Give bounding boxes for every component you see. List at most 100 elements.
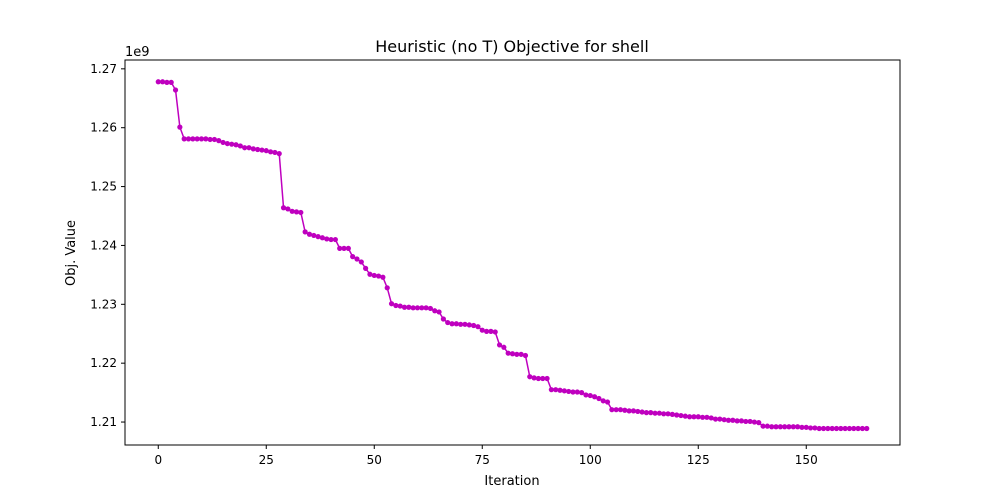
data-point — [388, 301, 395, 307]
data-point — [760, 423, 766, 429]
data-point — [449, 321, 455, 327]
data-point — [846, 425, 853, 432]
data-point — [505, 350, 511, 356]
data-point — [367, 271, 373, 277]
data-point — [548, 387, 554, 393]
y-tick-label: 1.21 — [90, 415, 117, 429]
data-point — [557, 387, 563, 393]
data-point — [522, 352, 529, 359]
data-point — [198, 136, 205, 142]
data-point — [185, 136, 192, 142]
data-point — [712, 416, 719, 422]
data-point — [553, 387, 559, 393]
plot-area-frame — [124, 59, 901, 446]
data-point — [535, 375, 542, 382]
data-point — [414, 305, 421, 311]
data-point — [803, 424, 809, 430]
data-point — [371, 272, 377, 279]
data-point — [574, 389, 580, 395]
data-point — [816, 425, 822, 432]
data-point — [747, 418, 753, 425]
data-point — [250, 146, 256, 152]
data-point — [518, 351, 524, 357]
data-point — [859, 425, 866, 432]
data-point — [790, 424, 796, 430]
data-point — [769, 424, 775, 430]
data-point — [341, 245, 347, 251]
data-point — [332, 236, 338, 243]
axis-ticks: 0 25 50 75 100 125 150 1.21 1.22 1.23 1.24 1.25 1.26… — [90, 62, 817, 467]
data-point — [315, 234, 321, 240]
x-tick-label: 0 — [154, 453, 162, 467]
data-point — [216, 138, 222, 144]
data-point — [492, 329, 498, 335]
data-point — [427, 305, 434, 312]
data-point — [630, 408, 637, 414]
data-point — [432, 308, 438, 314]
data-point — [665, 411, 671, 417]
data-point — [164, 79, 170, 85]
data-point — [773, 424, 779, 430]
data-point — [704, 414, 710, 420]
data-point — [458, 321, 464, 327]
y-tick-label: 1.24 — [90, 238, 117, 252]
data-point — [289, 208, 295, 214]
data-point — [730, 417, 736, 423]
data-point — [635, 408, 641, 415]
x-tick-label: 125 — [687, 453, 710, 467]
data-point — [544, 375, 550, 382]
data-point — [440, 316, 446, 322]
data-point — [695, 414, 701, 420]
data-point — [799, 424, 805, 430]
data-point — [807, 425, 814, 431]
data-point — [419, 305, 425, 311]
data-point — [263, 148, 269, 154]
data-point — [384, 285, 390, 291]
data-point — [833, 425, 840, 432]
data-point — [285, 206, 291, 212]
data-point — [237, 143, 243, 149]
data-point — [691, 414, 697, 420]
data-point — [255, 146, 261, 153]
y-tick-label: 1.26 — [90, 121, 117, 135]
y-axis-label: Obj. Value — [64, 220, 79, 286]
data-point — [838, 425, 844, 432]
data-point — [220, 139, 226, 146]
data-point — [751, 419, 758, 425]
data-point — [401, 304, 408, 310]
data-point — [453, 321, 459, 327]
data-point — [661, 411, 667, 417]
data-point — [246, 145, 252, 151]
data-point — [363, 265, 369, 271]
data-point — [514, 351, 520, 357]
data-point — [337, 245, 343, 251]
data-point — [375, 273, 382, 279]
plot-series — [155, 79, 870, 432]
chart-title: Heuristic (no T) Objective for shell — [375, 37, 649, 56]
data-point — [354, 256, 360, 262]
data-point — [155, 79, 161, 85]
data-point — [203, 136, 209, 142]
x-axis-label: Iteration — [484, 474, 539, 489]
data-point — [842, 425, 848, 432]
data-point — [397, 303, 403, 309]
data-point — [825, 425, 831, 432]
y-axis-offset-text: 1e9 — [125, 45, 150, 60]
data-point — [211, 136, 218, 143]
data-point — [613, 407, 619, 413]
series-line — [158, 81, 867, 430]
y-tick-label: 1.23 — [90, 297, 117, 311]
data-point — [410, 305, 416, 311]
data-point — [600, 398, 606, 404]
data-point — [280, 205, 287, 211]
data-point — [380, 274, 386, 280]
data-point — [864, 425, 870, 432]
data-point — [298, 209, 304, 216]
data-point — [583, 392, 589, 398]
data-point — [168, 79, 174, 85]
y-tick-label: 1.22 — [90, 356, 117, 370]
data-point — [488, 328, 494, 334]
data-point — [743, 418, 749, 425]
data-point — [777, 424, 783, 430]
data-point — [609, 407, 615, 413]
